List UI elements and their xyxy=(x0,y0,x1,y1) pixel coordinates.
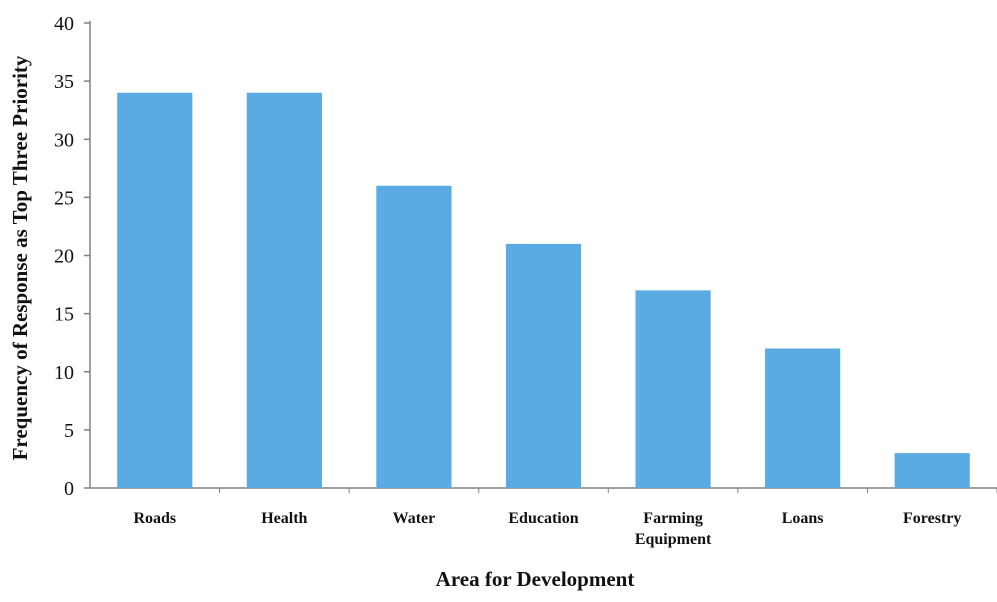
bar-roads xyxy=(117,92,193,488)
y-tick-label: 0 xyxy=(64,478,74,500)
bar-farming-equipment xyxy=(635,290,711,488)
x-tick-label: Roads xyxy=(133,510,176,527)
bar-health xyxy=(246,92,322,488)
x-tick-label: Forestry xyxy=(903,510,961,527)
y-tick-label: 20 xyxy=(54,246,74,268)
x-tick-label: Water xyxy=(393,510,436,527)
y-tick-label: 25 xyxy=(54,187,74,209)
x-axis-title: Area for Development xyxy=(436,567,635,591)
x-tick-label: Health xyxy=(261,510,307,527)
y-tick-label: 10 xyxy=(54,362,74,384)
y-tick-label: 15 xyxy=(54,304,74,326)
y-tick-label: 35 xyxy=(54,71,74,93)
bars xyxy=(117,92,970,488)
bar-forestry xyxy=(894,453,970,488)
bar-education xyxy=(505,243,582,488)
y-tick-label: 30 xyxy=(54,129,74,151)
x-tick-label: Farming Equipment xyxy=(635,510,712,548)
bar-loans xyxy=(765,348,841,488)
x-tick-label: Loans xyxy=(782,510,824,527)
x-axis-ticks: Roads Health Water Education Farming Equipmen… xyxy=(133,488,997,548)
x-tick-label: Education xyxy=(508,510,578,527)
y-axis-title: Frequency of Response as Top Three Prior… xyxy=(8,55,32,460)
y-axis-ticks: 0 5 10 15 20 25 30 35 40 xyxy=(54,13,90,500)
y-tick-label: 5 xyxy=(64,420,74,442)
y-tick-label: 40 xyxy=(54,13,74,35)
bar-water xyxy=(376,185,452,488)
